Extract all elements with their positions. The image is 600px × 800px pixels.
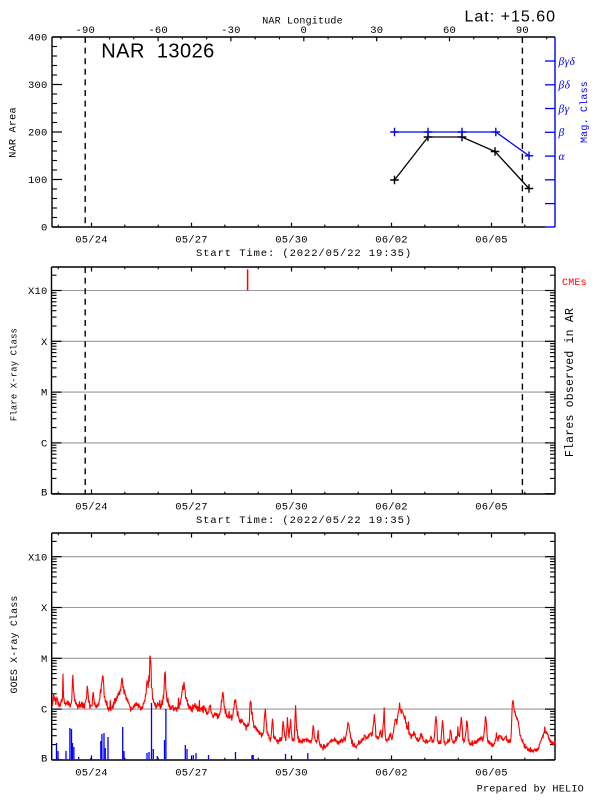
svg-text:05/27: 05/27: [175, 235, 208, 247]
svg-text:05/24: 05/24: [75, 235, 108, 247]
svg-text:NAR Longitude: NAR Longitude: [262, 16, 343, 28]
svg-text:Mag. Class: Mag. Class: [579, 81, 591, 143]
svg-text:05/24: 05/24: [75, 502, 108, 514]
svg-text:β: β: [558, 127, 565, 139]
svg-text:400: 400: [28, 33, 48, 45]
svg-text:CMEs: CMEs: [562, 278, 587, 289]
svg-text:Flare X-ray Class: Flare X-ray Class: [10, 328, 20, 421]
svg-text:C: C: [41, 705, 48, 717]
svg-text:05/30: 05/30: [275, 768, 308, 780]
svg-text:05/30: 05/30: [275, 235, 308, 247]
svg-text:30: 30: [370, 25, 383, 37]
svg-text:06/02: 06/02: [375, 235, 408, 247]
svg-text:60: 60: [443, 25, 456, 37]
svg-text:Lat: +15.60: Lat: +15.60: [464, 9, 556, 26]
svg-text:Prepared by HELIO: Prepared by HELIO: [477, 784, 584, 796]
svg-text:05/27: 05/27: [175, 768, 208, 780]
svg-text:06/05: 06/05: [475, 768, 508, 780]
svg-text:06/05: 06/05: [475, 502, 508, 514]
svg-text:05/30: 05/30: [275, 502, 308, 514]
svg-text:X10: X10: [28, 286, 48, 298]
svg-text:100: 100: [28, 175, 48, 187]
svg-text:-90: -90: [75, 25, 95, 37]
svg-text:X: X: [41, 337, 48, 349]
svg-text:X10: X10: [28, 552, 48, 564]
svg-text:GOES X-ray Class: GOES X-ray Class: [9, 595, 20, 693]
svg-text:βδ: βδ: [558, 80, 571, 92]
svg-text:Start Time: (2022/05/22 19:35): Start Time: (2022/05/22 19:35): [196, 515, 412, 527]
svg-text:M: M: [41, 654, 48, 666]
svg-text:NAR Area: NAR Area: [9, 107, 20, 158]
svg-text:0: 0: [301, 25, 308, 37]
svg-text:α: α: [559, 151, 566, 163]
svg-text:Start Time: (2022/05/22 19:35): Start Time: (2022/05/22 19:35): [196, 248, 412, 260]
svg-text:06/05: 06/05: [475, 235, 508, 247]
svg-text:C: C: [41, 439, 48, 451]
svg-text:B: B: [41, 487, 48, 499]
svg-text:-60: -60: [148, 25, 168, 37]
svg-text:06/02: 06/02: [375, 502, 408, 514]
svg-text:90: 90: [516, 25, 529, 37]
svg-text:05/24: 05/24: [75, 768, 108, 780]
svg-text:05/27: 05/27: [175, 502, 208, 514]
svg-text:βγδ: βγδ: [558, 56, 576, 68]
svg-text:B: B: [41, 754, 48, 766]
svg-text:-30: -30: [221, 25, 241, 37]
svg-text:0: 0: [41, 223, 48, 235]
svg-text:NAR 13026: NAR 13026: [101, 41, 214, 63]
svg-text:βγ: βγ: [558, 103, 570, 115]
svg-text:300: 300: [28, 80, 48, 92]
svg-text:200: 200: [28, 128, 48, 140]
svg-text:Flares observed in AR: Flares observed in AR: [564, 308, 577, 457]
svg-text:M: M: [41, 388, 48, 400]
svg-text:X: X: [41, 603, 48, 615]
svg-text:06/02: 06/02: [375, 768, 408, 780]
